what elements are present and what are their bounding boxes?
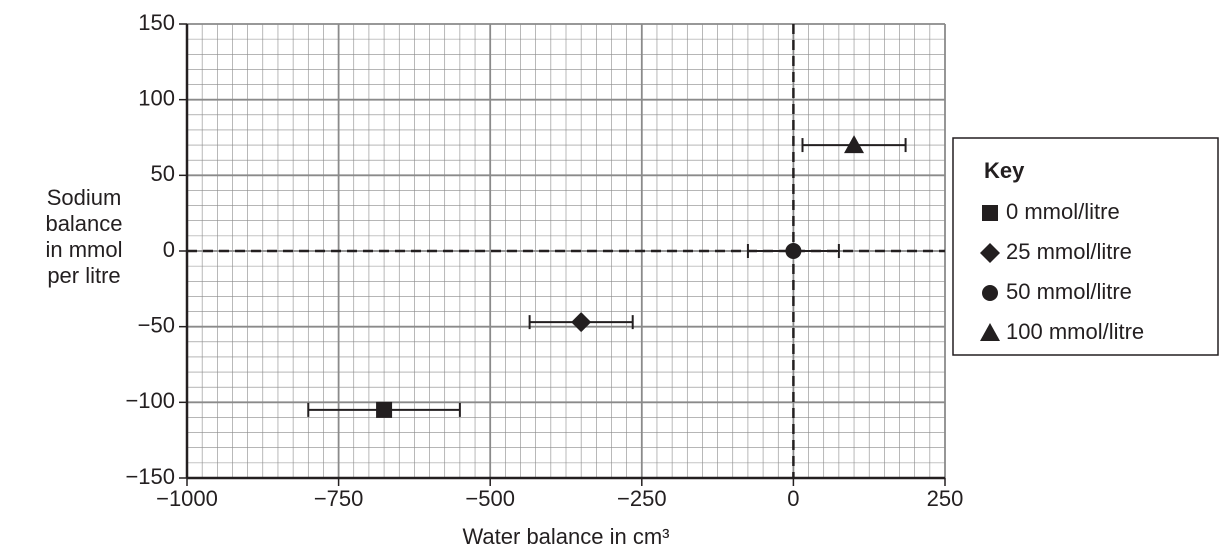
y-axis-label: in mmol [45,237,122,262]
y-axis-label: per litre [47,263,120,288]
legend-label: 100 mmol/litre [1006,319,1144,344]
legend-box [952,137,1219,356]
legend-label: 50 mmol/litre [1006,279,1132,304]
y-axis-label: balance [45,211,122,236]
legend-label: 25 mmol/litre [1006,239,1132,264]
x-tick-label: 0 [787,486,799,511]
legend-title: Key [984,158,1025,183]
y-axis-label: Sodium [47,185,122,210]
x-tick-label: −500 [465,486,515,511]
marker-triangle [980,323,1000,341]
marker-diamond [571,312,592,333]
y-tick-label: −150 [125,464,175,489]
y-tick-label: −50 [138,312,175,337]
marker-square [982,205,998,221]
y-tick-label: 0 [163,237,175,262]
x-tick-label: 250 [927,486,964,511]
marker-diamond [980,243,1000,263]
x-tick-label: −1000 [156,486,218,511]
x-axis-label: Water balance in cm³ [462,524,669,549]
marker-circle [785,243,802,259]
marker-triangle [844,135,865,154]
y-tick-label: 50 [151,161,175,186]
x-tick-label: −250 [617,486,667,511]
y-tick-label: 100 [138,85,175,110]
marker-square [376,401,393,418]
legend-label: 0 mmol/litre [1006,199,1120,224]
x-tick-label: −750 [314,486,364,511]
marker-circle [982,285,998,301]
y-tick-label: −100 [125,388,175,413]
y-tick-label: 150 [138,10,175,35]
